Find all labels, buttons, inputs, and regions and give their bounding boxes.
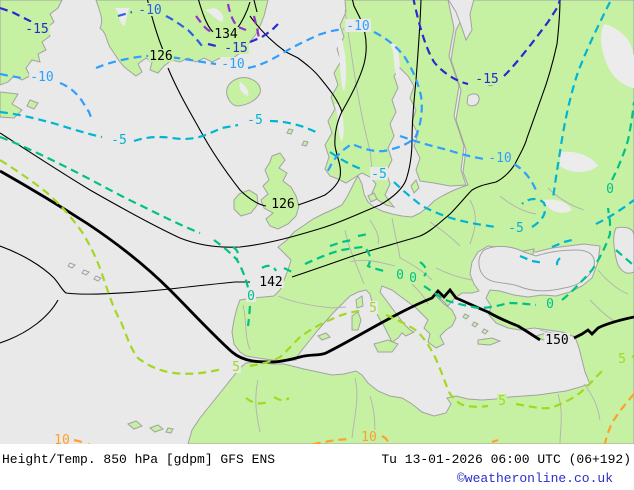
contour-label: 0 <box>396 268 404 283</box>
contour-label-bg <box>395 268 405 281</box>
contour-label: -10 <box>30 70 53 85</box>
height-contours <box>0 0 634 364</box>
contour-label-bg <box>213 27 239 40</box>
contour-label-bg <box>368 301 378 314</box>
contour-label-bg <box>345 19 371 32</box>
contour-label-bg <box>53 433 71 444</box>
contour-label: 0 <box>606 182 614 197</box>
contour-label: -10 <box>488 151 511 166</box>
temp-contour-minus10-greenland <box>117 10 203 47</box>
contour-label: 126 <box>271 197 294 212</box>
contour-label: -5 <box>247 113 263 128</box>
temperature-contours <box>0 0 634 444</box>
contour-label: -10 <box>346 19 369 34</box>
contour-label: -5 <box>371 167 387 182</box>
contour-label-bg <box>148 49 174 62</box>
contour-label: 10 <box>361 430 377 444</box>
temp-contour-minus5 <box>0 1 634 269</box>
contour-label: -15 <box>475 72 498 87</box>
valid-time: Tu 13-01-2026 06:00 UTC (06+192) <box>381 452 631 467</box>
contour-label-bg <box>408 271 418 284</box>
contour-label-bg <box>507 221 525 234</box>
contour-label-bg <box>360 430 378 443</box>
contour-label: 5 <box>232 360 240 375</box>
country-borders <box>242 9 629 444</box>
contour-label-bg <box>246 113 264 126</box>
weather-map: 126134126142150-15-15-15-10-10-10-10-10-… <box>0 0 634 444</box>
contour-label-bg <box>605 182 615 195</box>
contour-label: 0 <box>247 289 255 304</box>
copyright-watermark: ©weatheronline.co.uk <box>456 471 613 486</box>
contour-label: -10 <box>221 57 244 72</box>
contour-label-bg <box>270 197 296 210</box>
contour-label-bg <box>110 133 128 146</box>
temp-contour-5 <box>0 159 634 410</box>
contour-label: 142 <box>259 275 282 290</box>
temp-contour-minus10 <box>0 27 539 195</box>
contour-label: 10 <box>54 433 70 444</box>
map-area: 126 134 126 142 150 -15 -15 -15 -10 -10 -10 -10 -10-… <box>0 0 634 444</box>
contour-label: 5 <box>369 301 377 316</box>
contour-label-bg <box>370 167 388 180</box>
contour-label: -5 <box>111 133 127 148</box>
contour-label: -10 <box>138 3 161 18</box>
temp-contour-purple <box>195 3 261 39</box>
contour-label-bg <box>220 57 246 70</box>
contour-label-bg <box>137 3 163 16</box>
terrain-patches <box>115 8 634 213</box>
contour-label: -15 <box>25 22 48 37</box>
contour-label-bg <box>497 394 507 407</box>
contour-label: 5 <box>618 352 626 367</box>
contour-label-bg <box>487 151 513 164</box>
temp-contour-0 <box>0 101 634 327</box>
contour-label-bg <box>474 72 500 85</box>
contour-label-bg <box>258 275 284 288</box>
contour-label-bg <box>29 70 55 83</box>
product-title: Height/Temp. 850 hPa [gdpm] GFS ENS <box>2 452 276 467</box>
contour-label-bg <box>223 41 249 54</box>
contour-label-bg <box>246 289 256 302</box>
contour-label: 150 <box>545 333 568 348</box>
contour-label-bg <box>617 352 627 365</box>
contour-label: -5 <box>508 221 524 236</box>
contour-label: 5 <box>498 394 506 409</box>
contour-label: 134 <box>214 27 238 42</box>
contour-label-bg <box>231 360 241 373</box>
contour-label-bg <box>544 333 570 346</box>
contour-label: 0 <box>409 271 417 286</box>
contour-label-bg <box>24 22 50 35</box>
temp-contour-10 <box>73 393 634 444</box>
contour-label: -15 <box>224 41 247 56</box>
contour-label-bg <box>545 297 555 310</box>
contour-label: 126 <box>149 49 172 64</box>
contour-labels: 126134126142150-15-15-15-10-10-10-10-10-… <box>24 3 627 444</box>
contour-label: 0 <box>546 297 554 312</box>
